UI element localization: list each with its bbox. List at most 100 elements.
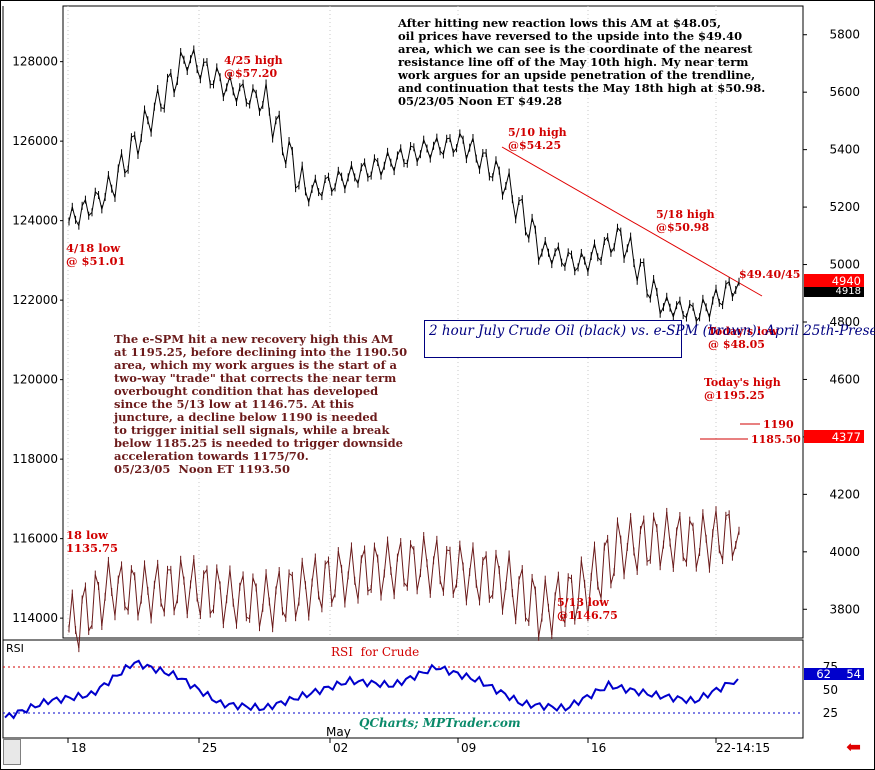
- crude-series-segment: [259, 104, 264, 113]
- crude-series-segment: [705, 307, 710, 318]
- spm-series: [68, 506, 740, 653]
- spm-series-segment: [173, 599, 178, 612]
- crude-series-segment: [735, 281, 740, 291]
- crude-series-segment: [219, 77, 224, 98]
- crude-series-segment: [173, 80, 178, 94]
- crude-commentary: After hitting new reaction lows this AM …: [398, 16, 766, 108]
- spm-series-segment: [246, 616, 250, 620]
- crude-series-segment: [682, 314, 687, 318]
- spm-series-segment: [163, 569, 169, 613]
- crude-series-segment: [679, 300, 684, 316]
- crude-series-segment: [91, 191, 96, 213]
- spm-series-segment: [373, 546, 379, 559]
- crude-series-segment: [594, 243, 599, 258]
- spm-series-segment: [472, 546, 477, 584]
- spm-series-segment: [669, 542, 674, 568]
- crude-series-segment: [426, 148, 431, 159]
- spm-series-segment: [492, 553, 497, 595]
- spm-series-segment: [643, 519, 648, 562]
- crude-series-segment: [456, 133, 461, 149]
- spm-series-segment: [495, 553, 500, 571]
- crude-series-segment: [498, 170, 504, 196]
- crude-series-segment: [216, 67, 221, 78]
- crude-series-segment: [81, 199, 86, 207]
- spm-series-segment: [144, 564, 149, 591]
- x-axis-tick: 25: [202, 741, 217, 755]
- crude-series-segment: [617, 227, 622, 232]
- spm-series-segment: [304, 585, 310, 617]
- crude-series-segment: [213, 67, 218, 85]
- spm-series-segment: [692, 526, 697, 568]
- crude-series-segment: [719, 302, 723, 306]
- left-axis-tick: 128000: [12, 55, 58, 69]
- spm-series-segment: [410, 543, 415, 551]
- crude-series-segment: [587, 255, 592, 272]
- spm-series-segment: [626, 517, 632, 548]
- tag-crude-4940: 4940: [804, 274, 864, 288]
- crude-series-segment: [344, 177, 349, 190]
- crude-series-segment: [131, 135, 135, 138]
- crude-series-segment: [255, 93, 260, 112]
- spm-series-segment: [364, 549, 369, 592]
- crude-series-segment: [347, 165, 352, 178]
- label-spm-418-low: 18 low 1135.75: [66, 528, 119, 555]
- crude-series-segment: [511, 199, 517, 220]
- crude-series-segment: [291, 150, 297, 189]
- spm-series-segment: [357, 559, 362, 600]
- spm-series-segment: [518, 568, 523, 581]
- scroll-handle[interactable]: [3, 739, 21, 765]
- spm-series-segment: [620, 539, 625, 576]
- spm-series-segment: [731, 544, 737, 557]
- crude-series-segment: [88, 211, 93, 217]
- left-axis-tick: 124000: [12, 214, 58, 228]
- label-1190: 1190: [763, 418, 794, 431]
- crude-series-segment: [666, 296, 671, 308]
- spm-series-segment: [561, 615, 566, 624]
- crude-series-segment: [370, 158, 375, 176]
- label-1185-50: 1185.50: [751, 433, 801, 446]
- spm-series-segment: [708, 533, 714, 569]
- crude-series-segment: [364, 162, 369, 178]
- spm-series-segment: [459, 544, 464, 567]
- crude-series-segment: [702, 298, 707, 308]
- crude-series-segment: [383, 151, 389, 166]
- spm-series-segment: [209, 608, 214, 614]
- crude-series-segment: [725, 281, 730, 285]
- right-axis-tick: 4600: [829, 372, 860, 386]
- crude-series-segment: [193, 49, 198, 70]
- label-todays-low: Today's low @ $48.05: [708, 325, 778, 351]
- spm-commentary: The e-SPM hit a new recovery high this A…: [114, 332, 408, 476]
- spm-series-segment: [298, 561, 303, 602]
- crude-series-segment: [390, 162, 395, 172]
- spm-series-segment: [469, 546, 474, 573]
- spm-series-segment: [649, 516, 655, 560]
- crude-series-segment: [515, 200, 520, 220]
- crude-series-segment: [590, 243, 595, 257]
- rsi-panel-border: [2, 639, 804, 739]
- crude-series-segment: [137, 137, 142, 156]
- spm-series-segment: [331, 593, 336, 603]
- spm-series-segment: [354, 580, 359, 600]
- spm-series-segment: [170, 569, 175, 612]
- crude-series-segment: [242, 83, 247, 103]
- crude-series-segment: [656, 291, 661, 314]
- crude-series-segment: [620, 231, 625, 259]
- scroll-left-arrow-icon[interactable]: ⬅: [846, 737, 862, 758]
- crude-series-segment: [731, 289, 737, 298]
- spm-series-segment: [278, 571, 283, 612]
- crude-series-segment: [436, 137, 441, 152]
- crude-series-segment: [489, 175, 493, 178]
- crude-series-segment: [534, 229, 540, 261]
- crude-series-segment: [685, 303, 691, 318]
- crude-series-segment: [508, 172, 513, 200]
- crude-series-segment: [107, 174, 113, 189]
- spm-series-segment: [646, 559, 651, 563]
- crude-series-segment: [380, 165, 385, 176]
- crude-series-segment: [275, 114, 280, 121]
- spm-series-segment: [403, 582, 408, 588]
- spm-series-segment: [213, 568, 218, 610]
- spm-series-segment: [423, 535, 428, 564]
- crude-series-segment: [433, 137, 438, 146]
- spm-series-segment: [554, 575, 559, 597]
